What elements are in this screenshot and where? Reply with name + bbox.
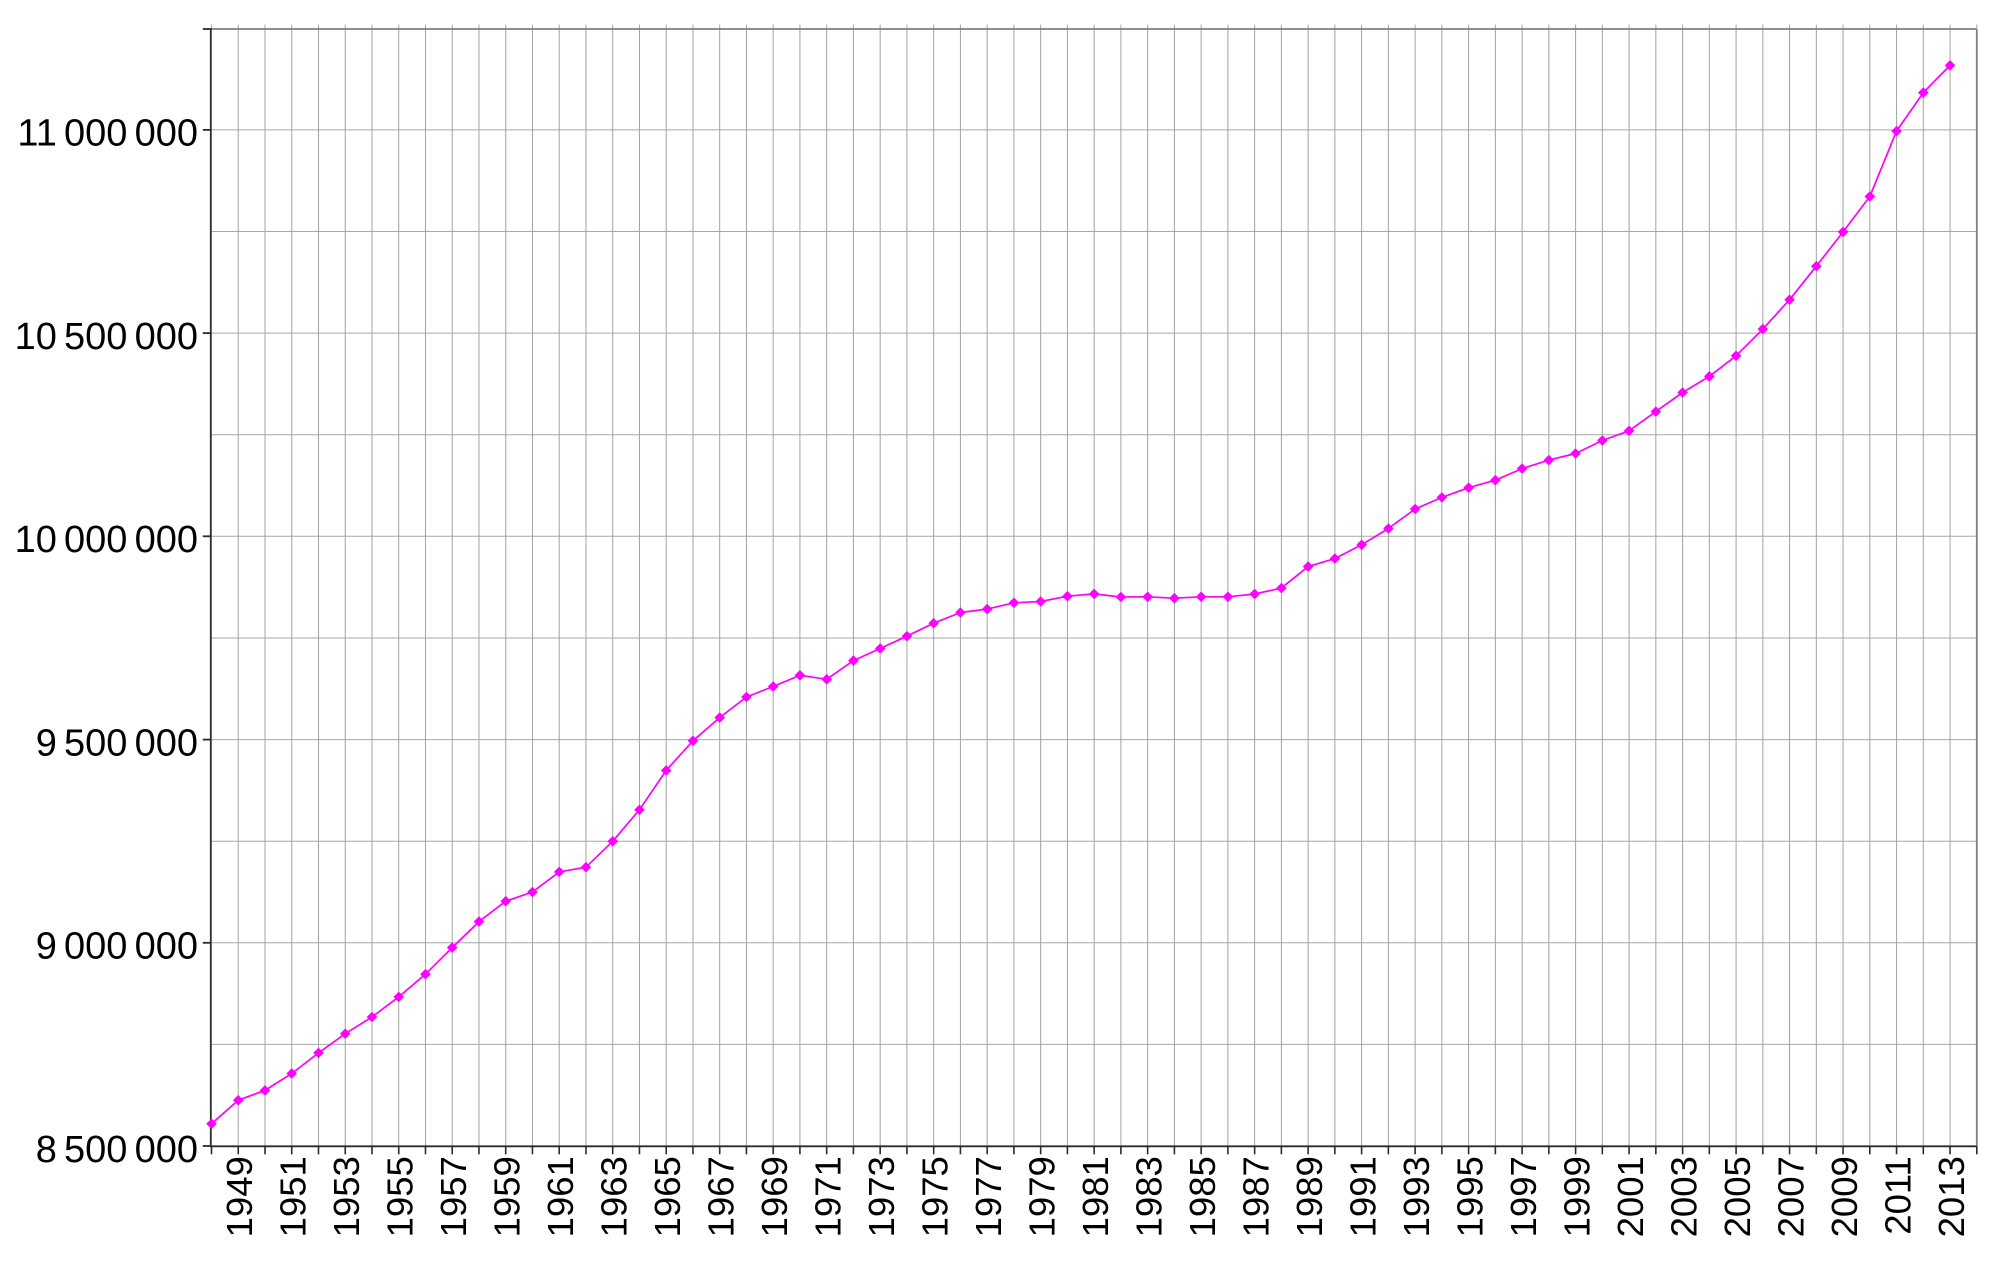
svg-text:1973: 1973 [861,1156,902,1237]
svg-text:1995: 1995 [1449,1156,1490,1237]
svg-text:2007: 2007 [1770,1156,1811,1237]
svg-text:9 000 000: 9 000 000 [36,926,198,968]
svg-text:10 000 000: 10 000 000 [15,519,198,561]
svg-text:11 000 000: 11 000 000 [17,113,198,155]
svg-text:1991: 1991 [1342,1156,1383,1237]
svg-text:1955: 1955 [380,1156,421,1237]
svg-text:1967: 1967 [700,1156,741,1237]
svg-text:1969: 1969 [754,1156,795,1237]
svg-text:2001: 2001 [1610,1156,1651,1237]
svg-text:1961: 1961 [540,1156,581,1237]
svg-text:1979: 1979 [1021,1156,1062,1237]
svg-text:1977: 1977 [968,1156,1009,1237]
svg-text:1971: 1971 [807,1156,848,1237]
svg-text:1965: 1965 [647,1156,688,1237]
svg-text:8 500 000: 8 500 000 [36,1129,198,1171]
svg-text:2011: 2011 [1877,1156,1918,1235]
svg-text:1949: 1949 [219,1156,260,1237]
svg-text:1993: 1993 [1396,1156,1437,1237]
svg-text:1983: 1983 [1128,1156,1169,1237]
svg-text:1975: 1975 [914,1156,955,1237]
svg-text:1985: 1985 [1182,1156,1223,1237]
svg-text:1981: 1981 [1075,1156,1116,1237]
svg-text:1963: 1963 [594,1156,635,1237]
svg-text:1951: 1951 [273,1156,314,1237]
svg-text:1959: 1959 [487,1156,528,1237]
svg-text:1957: 1957 [433,1156,474,1237]
svg-text:1997: 1997 [1503,1156,1544,1237]
svg-text:2005: 2005 [1717,1156,1758,1237]
svg-text:1989: 1989 [1289,1156,1330,1237]
svg-text:2009: 2009 [1824,1156,1865,1237]
svg-text:1999: 1999 [1556,1156,1597,1237]
svg-text:1987: 1987 [1235,1156,1276,1237]
svg-text:2003: 2003 [1663,1156,1704,1237]
svg-text:1953: 1953 [326,1156,367,1237]
svg-text:2013: 2013 [1931,1156,1972,1237]
svg-text:9 500 000: 9 500 000 [36,722,198,764]
svg-text:10 500 000: 10 500 000 [15,316,198,358]
